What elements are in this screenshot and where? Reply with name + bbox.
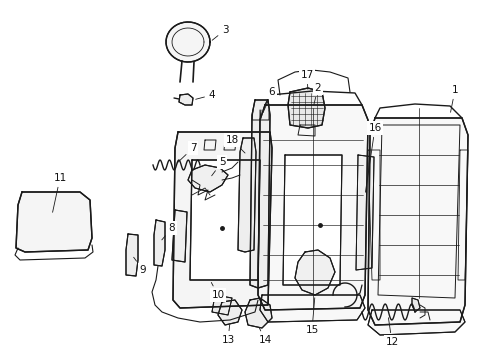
Polygon shape: [126, 234, 138, 276]
Polygon shape: [190, 160, 260, 280]
Text: 2: 2: [313, 83, 321, 105]
Polygon shape: [244, 298, 271, 328]
Polygon shape: [218, 300, 242, 325]
Text: 17: 17: [300, 70, 313, 89]
Polygon shape: [411, 298, 419, 312]
Text: 3: 3: [212, 25, 228, 40]
Polygon shape: [258, 105, 367, 310]
Polygon shape: [287, 88, 325, 128]
Text: 9: 9: [133, 257, 146, 275]
Polygon shape: [238, 138, 256, 252]
Polygon shape: [355, 155, 373, 270]
Polygon shape: [187, 165, 227, 192]
Text: 7: 7: [177, 143, 196, 163]
Text: 14: 14: [258, 328, 271, 345]
Polygon shape: [179, 94, 193, 105]
Text: 16: 16: [365, 123, 381, 192]
Text: 1: 1: [449, 85, 457, 112]
Polygon shape: [154, 220, 164, 266]
Text: 10: 10: [211, 283, 224, 300]
Text: 8: 8: [162, 223, 175, 240]
Text: 13: 13: [221, 325, 234, 345]
Text: 6: 6: [263, 87, 275, 112]
Text: 11: 11: [53, 173, 66, 212]
Polygon shape: [16, 192, 92, 252]
Text: 15: 15: [305, 298, 318, 335]
Polygon shape: [367, 310, 464, 335]
Polygon shape: [260, 295, 364, 322]
Polygon shape: [173, 132, 271, 308]
Polygon shape: [249, 100, 269, 288]
Polygon shape: [212, 295, 231, 315]
Polygon shape: [172, 210, 186, 262]
Polygon shape: [283, 155, 341, 285]
Text: 12: 12: [385, 318, 398, 347]
Polygon shape: [294, 250, 334, 295]
Polygon shape: [166, 22, 209, 62]
Text: 18: 18: [225, 135, 244, 153]
Text: 4: 4: [195, 90, 215, 100]
Polygon shape: [367, 118, 467, 325]
Text: 5: 5: [211, 157, 225, 176]
